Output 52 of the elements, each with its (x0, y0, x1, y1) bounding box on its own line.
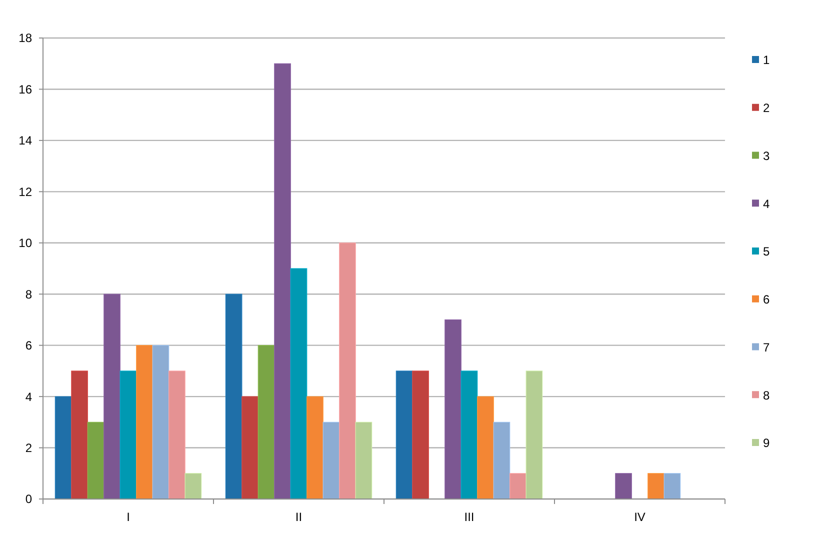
y-tick-label: 6 (25, 338, 32, 353)
bar (136, 345, 153, 500)
y-tick-label: 16 (18, 82, 32, 96)
y-tick-label: 0 (25, 492, 32, 506)
bar (242, 396, 258, 500)
y-tick-label: 10 (18, 236, 32, 250)
legend-label: 3 (763, 148, 770, 163)
legend-label: 5 (763, 244, 770, 259)
bar (396, 370, 413, 500)
bar (412, 370, 429, 500)
bar (54, 396, 72, 500)
bar (444, 319, 462, 500)
bar (104, 294, 120, 500)
bar (306, 396, 324, 500)
y-tick-label: 18 (18, 31, 32, 46)
bar (225, 294, 242, 500)
bar (355, 422, 372, 500)
legend-label: 9 (763, 436, 770, 450)
bar (526, 370, 543, 500)
bar (615, 473, 632, 500)
bar (290, 268, 308, 500)
bar (510, 473, 526, 500)
bar (258, 345, 275, 500)
legend-label: 4 (763, 196, 770, 211)
bar (460, 370, 478, 500)
x-tick-label: III (464, 510, 474, 524)
y-tick-label: 2 (25, 440, 32, 455)
bar (477, 396, 494, 500)
x-tick-label: II (295, 510, 302, 524)
bar (648, 473, 664, 500)
bar (184, 473, 202, 500)
bar (339, 242, 356, 500)
legend-label: 1 (763, 53, 770, 68)
bar (322, 422, 340, 500)
y-tick-label: 12 (18, 184, 32, 199)
legend-label: 2 (763, 101, 770, 116)
y-tick-label: 14 (18, 134, 32, 148)
x-tick-label: I (126, 510, 130, 524)
y-tick-label: 4 (25, 390, 32, 404)
bar (274, 63, 291, 500)
x-tick-label: IV (634, 510, 646, 524)
legend-label: 6 (763, 292, 770, 307)
legend-label: 8 (763, 388, 770, 402)
bar (493, 422, 510, 500)
bar (168, 370, 186, 500)
legend-label: 7 (763, 340, 770, 354)
bar (120, 370, 137, 500)
bar (87, 422, 104, 500)
bar (664, 473, 681, 500)
y-tick-label: 8 (25, 287, 32, 302)
bar (71, 370, 88, 500)
bar (152, 345, 170, 500)
